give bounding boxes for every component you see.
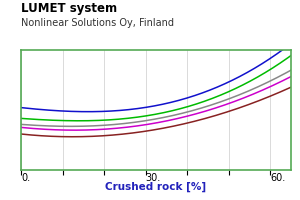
Text: Nonlinear Solutions Oy, Finland: Nonlinear Solutions Oy, Finland — [21, 18, 174, 28]
Text: 0.: 0. — [21, 173, 30, 183]
Text: LUMET system: LUMET system — [21, 2, 117, 15]
Text: 30.: 30. — [146, 173, 161, 183]
Text: 60.: 60. — [270, 173, 286, 183]
Text: Crushed rock [%]: Crushed rock [%] — [105, 182, 207, 192]
